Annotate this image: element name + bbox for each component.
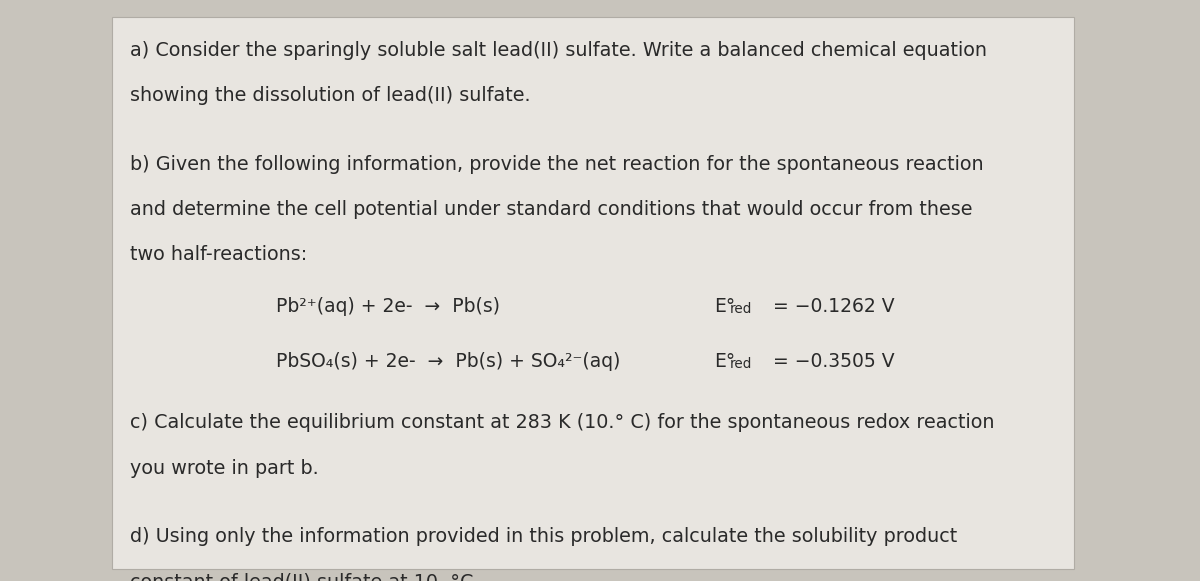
Text: d) Using only the information provided in this problem, calculate the solubility: d) Using only the information provided i… [130,527,956,546]
Text: two half-reactions:: two half-reactions: [130,245,307,264]
Text: c) Calculate the equilibrium constant at 283 K (10.° C) for the spontaneous redo: c) Calculate the equilibrium constant at… [130,413,994,432]
Text: red: red [730,357,752,371]
FancyBboxPatch shape [112,17,1074,569]
Text: b) Given the following information, provide the net reaction for the spontaneous: b) Given the following information, prov… [130,155,983,174]
Text: constant of lead(II) sulfate at 10. °C.: constant of lead(II) sulfate at 10. °C. [130,572,479,581]
Text: = −0.3505 V: = −0.3505 V [767,352,894,371]
Text: red: red [730,302,752,316]
Text: PbSO₄(s) + 2e-  →  Pb(s) + SO₄²⁻(aq): PbSO₄(s) + 2e- → Pb(s) + SO₄²⁻(aq) [276,352,620,371]
Text: you wrote in part b.: you wrote in part b. [130,458,318,478]
Text: = −0.1262 V: = −0.1262 V [767,297,894,317]
Text: and determine the cell potential under standard conditions that would occur from: and determine the cell potential under s… [130,200,972,219]
Text: E°: E° [714,352,736,371]
Text: E°: E° [714,297,736,317]
Text: a) Consider the sparingly soluble salt lead(II) sulfate. Write a balanced chemic: a) Consider the sparingly soluble salt l… [130,41,986,60]
Text: Pb²⁺(aq) + 2e-  →  Pb(s): Pb²⁺(aq) + 2e- → Pb(s) [276,297,500,317]
Text: showing the dissolution of lead(II) sulfate.: showing the dissolution of lead(II) sulf… [130,86,530,105]
